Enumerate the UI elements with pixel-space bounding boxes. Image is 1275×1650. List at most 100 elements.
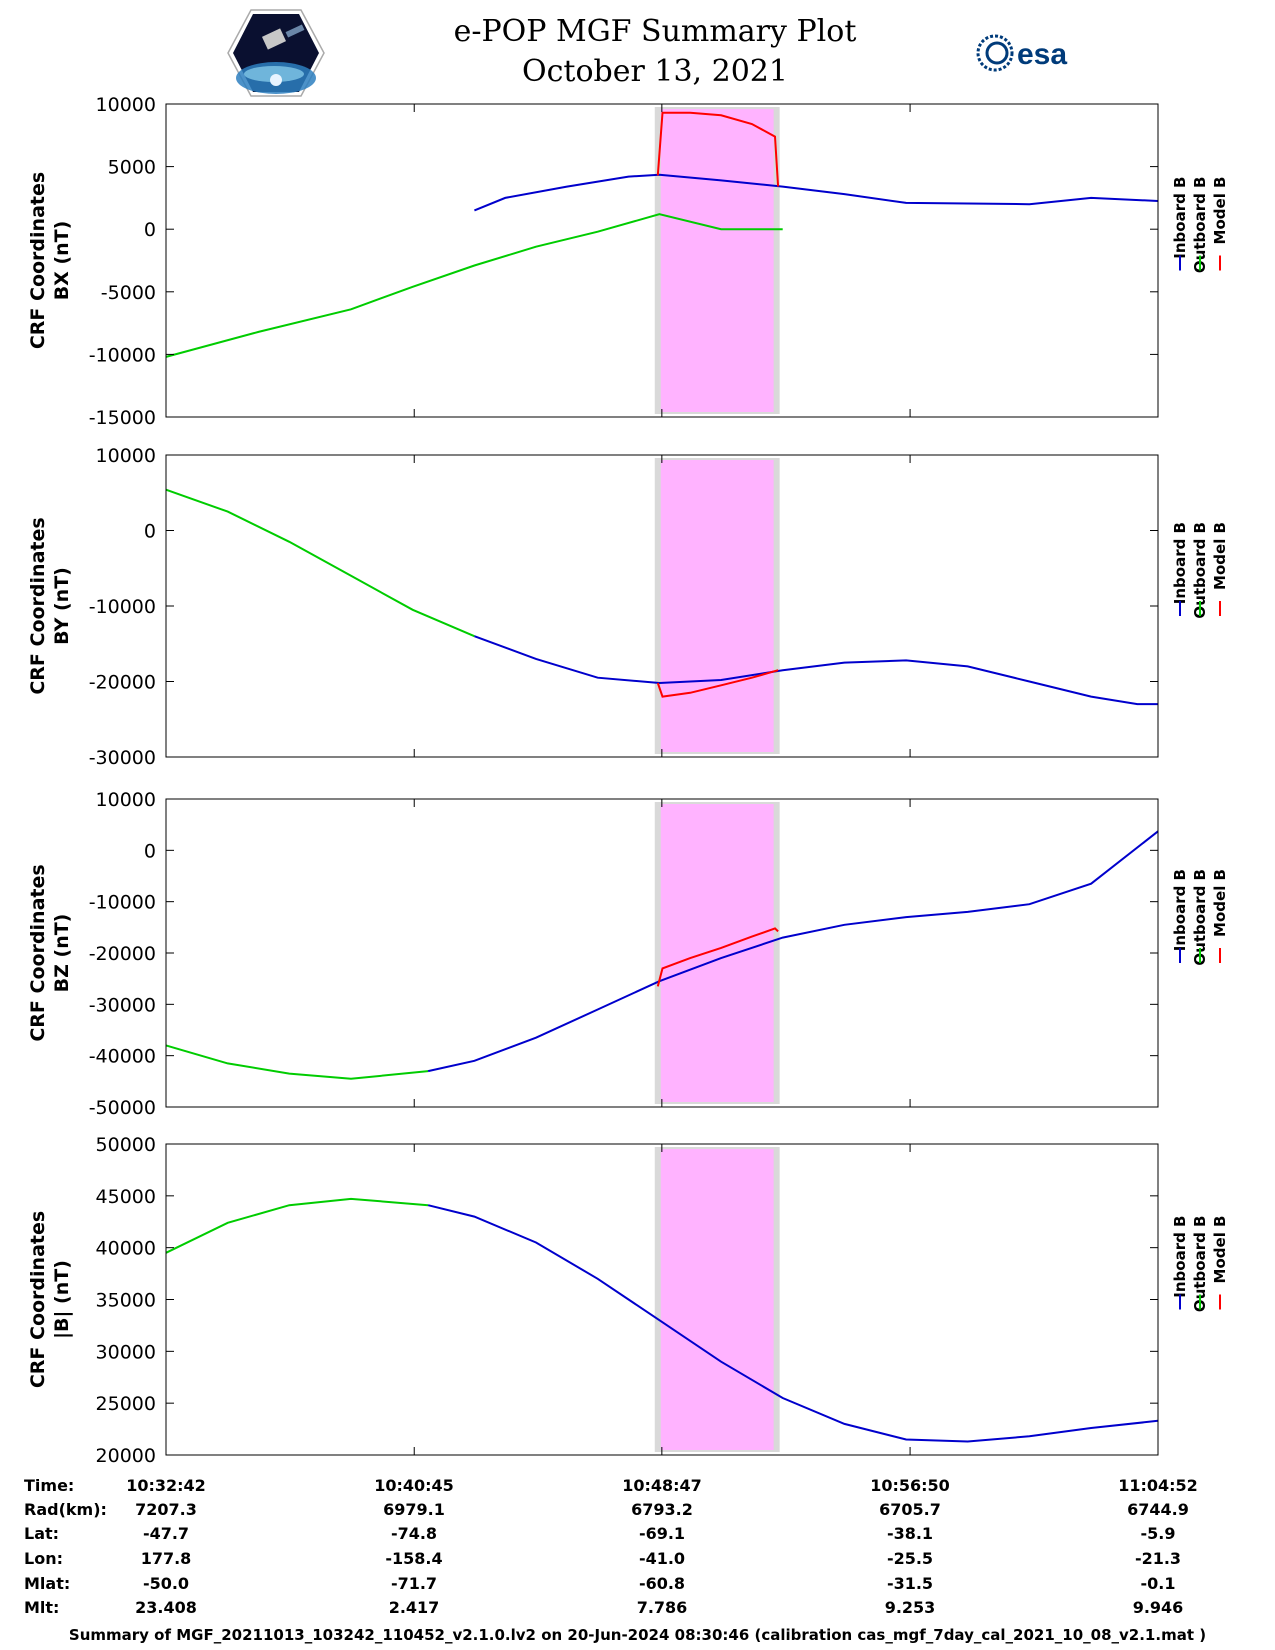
table-cell: 10:56:50 [870,1476,950,1495]
table-cell: 10:32:42 [126,1476,206,1495]
y-tick-label: 20000 [96,1445,156,1467]
table-cell: -25.5 [886,1549,934,1568]
y-tick-label: -30000 [89,747,156,769]
table-cell: -0.1 [1140,1574,1176,1593]
y-axis-label: CRF Coordinates [27,864,49,1041]
legend-label: Outboard B [1191,177,1209,274]
table-cell: -74.8 [390,1524,438,1543]
table-cell: 6979.1 [383,1500,445,1519]
table-cell: -47.7 [142,1524,190,1543]
legend-label: Inboard B [1171,522,1189,604]
legend-label: Inboard B [1171,1216,1189,1298]
panel-4: 20000 25000 30000 35000 40000 45000 50000 CRF C… [27,1134,1229,1467]
y-tick-label: -40000 [89,1046,156,1068]
y-tick-label: 50000 [96,1134,156,1156]
legend-label: Inboard B [1171,869,1189,951]
table-cell: 7.786 [636,1598,688,1617]
table-cell: -69.1 [638,1524,686,1543]
y-tick-label: -20000 [89,943,156,965]
table-cell: -60.8 [638,1574,686,1593]
table-row-label: Lat: [24,1524,60,1543]
esa-logo-text: esa [1017,38,1067,71]
y-tick-label: 5000 [108,157,156,179]
chart-subtitle: October 13, 2021 [522,54,788,89]
table-cell: -50.0 [142,1574,190,1593]
table-row-label: Rad(km): [24,1500,107,1519]
y-tick-label: 35000 [96,1290,156,1312]
legend-label: Model B [1211,522,1229,590]
table-cell: -5.9 [1140,1524,1176,1543]
table-cell: -71.7 [390,1574,438,1593]
y-tick-label: -20000 [89,672,156,694]
panel-1: -15000 -10000 -5000 0 5000 10000 CRF Coordinat… [27,94,1229,429]
table-cell: 9.253 [884,1598,936,1617]
legend-label: Model B [1211,869,1229,937]
table-row-label: Mlt: [24,1598,60,1617]
highlight-band [660,460,774,752]
panel-2: -30000 -20000 -10000 0 10000 CRF Coordinates B… [27,445,1229,769]
y-axis-label: |B| (nT) [51,1260,73,1339]
footer-text: Summary of MGF_20211013_103242_110452_v2… [68,1626,1207,1644]
y-tick-label: 0 [144,521,156,543]
y-axis-label: CRF Coordinates [27,517,49,694]
y-tick-label: -50000 [89,1097,156,1119]
table-cell: 7207.3 [135,1500,197,1519]
y-tick-label: 25000 [96,1393,156,1415]
y-tick-label: 45000 [96,1186,156,1208]
series-line-model-b [656,669,779,698]
series-line-model-b [656,927,779,987]
table-cell: 2.417 [388,1598,440,1617]
series-line-inboard-b [427,830,1159,1073]
y-tick-label: -10000 [89,596,156,618]
legend-label: Model B [1211,177,1229,245]
series-line-inboard-b [474,173,1159,212]
table-row-label: Mlat: [24,1574,71,1593]
table-cell: -38.1 [886,1524,934,1543]
y-tick-label: 10000 [96,445,156,467]
table-cell: 10:48:47 [622,1476,702,1495]
legend-label: Model B [1211,1216,1229,1284]
table-cell: 11:04:52 [1118,1476,1198,1495]
series-line-inboard-b [427,1204,1159,1443]
y-axis-label: CRF Coordinates [27,1211,49,1388]
y-tick-label: -10000 [89,344,156,366]
y-tick-label: 10000 [96,789,156,811]
legend-label: Outboard B [1191,522,1209,619]
series-line-model-b [656,111,780,187]
series-line-outboard-b [165,213,783,358]
y-axis-label: BX (nT) [51,221,73,301]
table-row-label: Lon: [24,1549,63,1568]
y-tick-label: -5000 [101,282,156,304]
table-cell: -31.5 [886,1574,934,1593]
series-line-outboard-b [165,488,475,638]
y-tick-label: 10000 [96,94,156,116]
y-tick-label: 0 [144,219,156,241]
legend-label: Outboard B [1191,869,1209,966]
panel-3: -50000 -40000 -30000 -20000 -10000 0 10000 CRF … [27,789,1229,1119]
y-tick-label: -30000 [89,994,156,1016]
series-line-inboard-b [474,635,1158,706]
table-cell: -158.4 [385,1549,443,1568]
y-tick-label: 0 [144,840,156,862]
y-tick-label: -10000 [89,892,156,914]
series-line-outboard-b [165,1044,429,1080]
y-tick-label: 30000 [96,1341,156,1363]
table-cell: 9.946 [1132,1598,1184,1617]
table-cell: 10:40:45 [374,1476,454,1495]
table-cell: -41.0 [638,1549,686,1568]
table-cell: 23.408 [135,1598,197,1617]
table-cell: -21.3 [1134,1549,1182,1568]
cassiope-logo [227,9,325,97]
table-cell: 177.8 [140,1549,192,1568]
series-line-outboard-b [165,1197,429,1254]
highlight-band [660,804,774,1102]
y-axis-label: BZ (nT) [51,914,73,993]
y-axis-label: CRF Coordinates [27,172,49,349]
y-tick-label: -15000 [89,407,156,429]
highlight-band [660,1149,774,1450]
table-row-label: Time: [24,1476,75,1495]
highlight-band [660,109,774,412]
y-axis-label: BY (nT) [51,567,73,645]
chart-title: e-POP MGF Summary Plot [453,14,857,49]
